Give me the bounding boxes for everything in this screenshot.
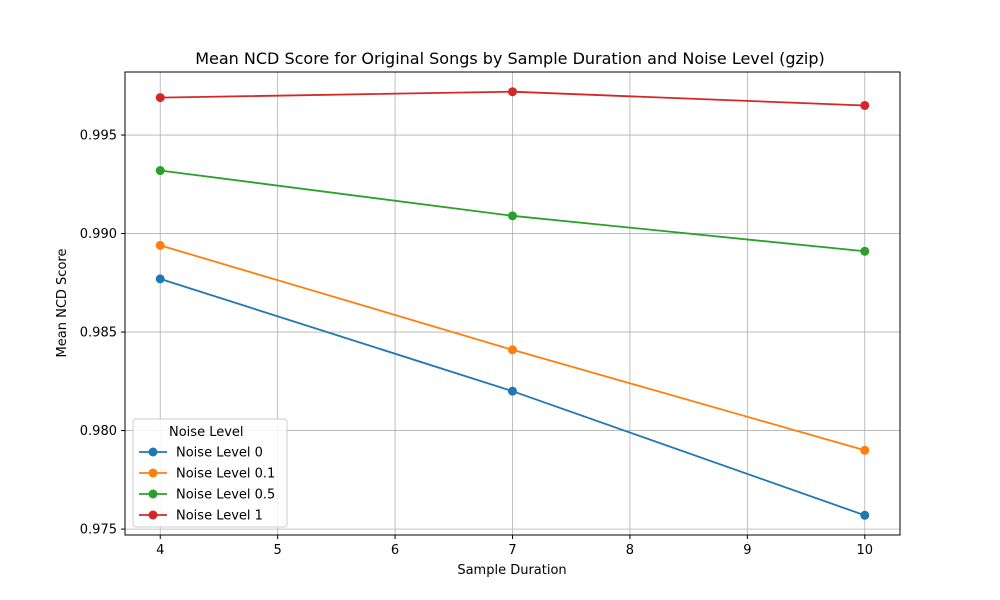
data-point xyxy=(155,93,165,103)
x-tick-label: 4 xyxy=(156,543,164,558)
x-tick-label: 5 xyxy=(274,543,282,558)
legend-entry: Noise Level 1 xyxy=(139,509,263,524)
legend-label: Noise Level 0.1 xyxy=(176,467,275,482)
legend-label: Noise Level 0.5 xyxy=(176,488,275,503)
data-point xyxy=(860,246,870,256)
x-tick-label: 7 xyxy=(508,543,516,558)
x-tick-label: 10 xyxy=(856,543,873,558)
data-point xyxy=(155,166,165,176)
legend-label: Noise Level 0 xyxy=(176,446,263,461)
legend-title: Noise Level xyxy=(169,425,244,440)
y-axis-label: Mean NCD Score xyxy=(55,249,70,358)
data-point xyxy=(508,87,517,97)
legend-label: Noise Level 1 xyxy=(176,509,263,524)
y-tick-label: 0.980 xyxy=(80,424,117,439)
x-tick-label: 6 xyxy=(391,543,399,558)
legend-entry: Noise Level 0.1 xyxy=(139,467,275,482)
legend-entry: Noise Level 0.5 xyxy=(139,488,275,503)
data-point xyxy=(508,386,517,396)
series-2 xyxy=(155,166,870,256)
legend: Noise Level Noise Level 0 Noise Level 0.1 N… xyxy=(132,418,288,528)
legend-marker xyxy=(148,468,158,478)
series-layer xyxy=(155,87,870,520)
data-point xyxy=(860,510,870,520)
legend-marker xyxy=(148,510,158,520)
legend-marker xyxy=(148,489,158,499)
data-point xyxy=(508,211,517,221)
series-0 xyxy=(155,274,870,520)
y-tick-label: 0.990 xyxy=(80,227,117,242)
legend-marker xyxy=(148,447,158,457)
x-axis-label: Sample Duration xyxy=(457,563,566,578)
x-tick-label: 8 xyxy=(626,543,634,558)
data-point xyxy=(860,100,870,110)
legend-entry: Noise Level 0 xyxy=(139,446,263,461)
data-point xyxy=(155,240,165,250)
data-point xyxy=(508,345,517,355)
data-point xyxy=(155,274,165,284)
y-tick-label: 0.975 xyxy=(80,523,117,538)
x-tick-label: 9 xyxy=(743,543,751,558)
data-point xyxy=(860,445,870,455)
legend-box xyxy=(132,418,288,528)
series-3 xyxy=(155,87,870,110)
series-1 xyxy=(155,240,870,455)
chart-title: Mean NCD Score for Original Songs by Sam… xyxy=(195,49,825,68)
axis-ticks: 4 5 6 7 8 9 10 0.975 0.980 0.985 0.990 0.995 xyxy=(80,129,873,558)
y-tick-label: 0.995 xyxy=(80,129,117,144)
y-tick-label: 0.985 xyxy=(80,326,117,341)
